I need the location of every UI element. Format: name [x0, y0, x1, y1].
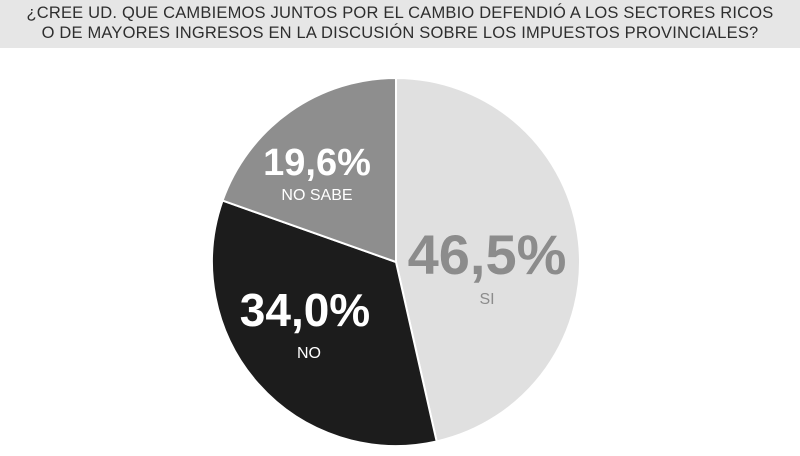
slice-label-si: SI [479, 291, 494, 308]
question-line-1: ¿CREE UD. QUE CAMBIEMOS JUNTOS POR EL CA… [26, 4, 774, 22]
pie-slice-no-sabe [221, 76, 397, 264]
slice-value-no: 34,0% [240, 284, 370, 336]
question-line-2: O DE MAYORES INGRESOS EN LA DISCUSIÓN SO… [41, 24, 759, 42]
slice-label-no-sabe: NO SABE [281, 187, 352, 204]
slice-label-no: NO [297, 345, 321, 362]
slice-value-si: 46,5% [408, 223, 567, 286]
pie-slice-si [395, 76, 581, 443]
slice-value-no-sabe: 19,6% [263, 142, 371, 184]
pie-slice-no [211, 199, 438, 447]
question-header: ¿CREE UD. QUE CAMBIEMOS JUNTOS POR EL CA… [0, 0, 800, 48]
